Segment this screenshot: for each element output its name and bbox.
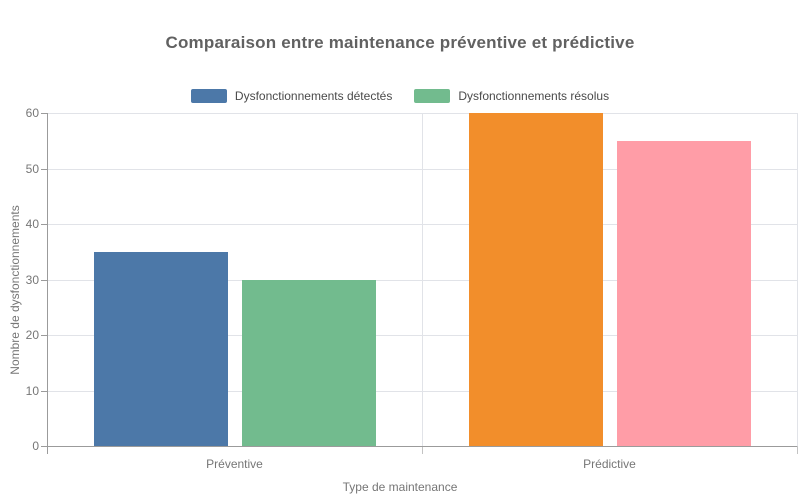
x-tick-mark	[797, 446, 798, 454]
bar-prédictive-serie1[interactable]	[468, 113, 603, 446]
plot-area	[47, 113, 798, 446]
y-tick-label: 60	[25, 106, 39, 120]
bar-prédictive-serie2[interactable]	[616, 140, 751, 446]
y-tick-mark	[41, 279, 47, 281]
y-tick-label: 10	[25, 383, 39, 398]
legend-label-detectes: Dysfonctionnements détectés	[234, 89, 393, 103]
x-axis-title: Type de maintenance	[342, 480, 458, 494]
chart-title: Comparaison entre maintenance préventive…	[165, 33, 635, 52]
legend-item-detectes[interactable]: Dysfonctionnements détectés	[190, 89, 393, 103]
y-tick-mark	[41, 113, 47, 114]
legend-label-resolus: Dysfonctionnements résolus	[458, 89, 610, 103]
bar-préventive-serie1[interactable]	[93, 251, 228, 446]
legend-swatch-resolus	[414, 89, 451, 103]
x-tick-mark	[422, 446, 423, 454]
y-tick-label: 0	[32, 439, 39, 453]
y-tick-label: 20	[25, 328, 39, 342]
legend-swatch-detectes	[190, 89, 227, 103]
y-tick-label: 50	[25, 161, 39, 176]
x-category-label: Prédictive	[583, 457, 636, 471]
x-axis-line	[47, 446, 797, 447]
y-tick-label: 40	[25, 217, 39, 231]
x-boundary-gridline	[422, 113, 423, 446]
y-tick-mark	[41, 335, 47, 336]
legend-item-resolus[interactable]: Dysfonctionnements résolus	[414, 89, 609, 103]
bar-préventive-serie2[interactable]	[241, 279, 376, 446]
y-tick-mark	[41, 168, 47, 170]
y-axis-line	[47, 113, 48, 454]
y-tick-mark	[41, 390, 47, 392]
x-boundary-gridline	[797, 113, 798, 446]
x-category-label: Préventive	[206, 457, 263, 471]
y-tick-mark	[41, 224, 47, 225]
y-tick-label: 30	[25, 272, 39, 287]
chart-legend: Dysfonctionnements détectés Dysfonctionn…	[0, 88, 800, 104]
y-axis-title: Nombre de dysfonctionnements	[8, 205, 22, 375]
y-tick-mark	[41, 446, 47, 447]
